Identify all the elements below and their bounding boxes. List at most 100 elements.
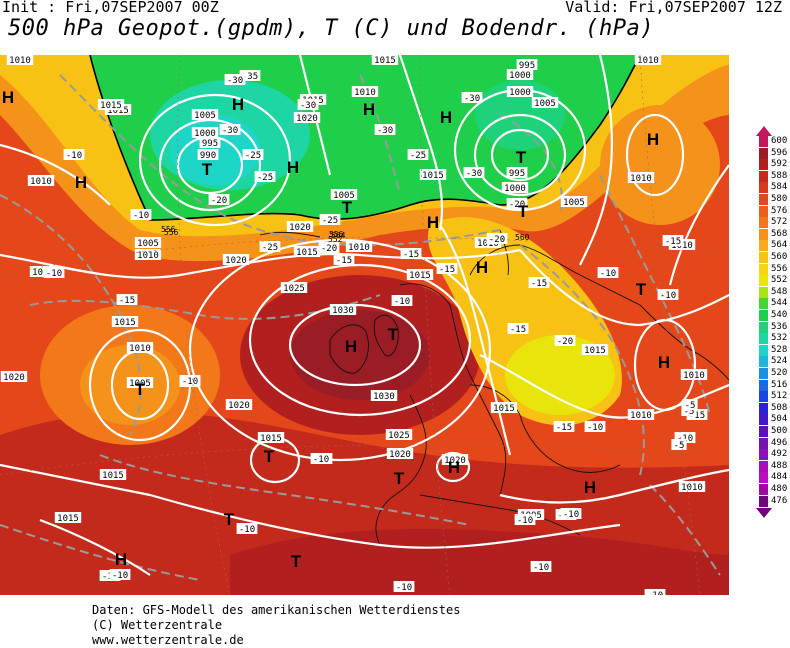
legend-label: 524 bbox=[771, 356, 788, 367]
legend-label: 484 bbox=[771, 472, 788, 483]
isobar-label: 1005 bbox=[330, 189, 358, 201]
legend-swatch bbox=[759, 298, 768, 310]
footer-website: www.wetterzentrale.de bbox=[92, 633, 244, 647]
svg-text:1010: 1010 bbox=[681, 483, 703, 493]
svg-text:-35: -35 bbox=[242, 72, 258, 82]
low-pressure-center: T bbox=[388, 325, 399, 344]
svg-text:995: 995 bbox=[202, 139, 218, 149]
isotherm-label: -10 bbox=[560, 508, 582, 520]
isobar-label: 1020 bbox=[293, 112, 321, 124]
isobar-label: 1020 bbox=[225, 399, 253, 411]
svg-text:1015: 1015 bbox=[107, 106, 129, 116]
isobar-label: 1030 bbox=[370, 390, 398, 402]
svg-text:1020: 1020 bbox=[225, 256, 247, 266]
isotherm-label: -10 bbox=[393, 581, 415, 593]
valid-time: Valid: Fri,07SEP2007 12Z bbox=[565, 0, 782, 16]
isotherm-label: -15 bbox=[553, 421, 575, 433]
svg-text:-20: -20 bbox=[489, 235, 505, 245]
svg-text:1010: 1010 bbox=[30, 177, 52, 187]
svg-text:-15: -15 bbox=[403, 250, 419, 260]
legend-label: 560 bbox=[771, 252, 788, 262]
svg-text:1030: 1030 bbox=[332, 306, 354, 316]
isotherm-label: -30 bbox=[224, 74, 246, 86]
isotherm-label: -25 bbox=[259, 241, 281, 253]
legend-label: 564 bbox=[771, 240, 788, 251]
geopotential-label: 552 bbox=[328, 235, 343, 244]
legend-swatch bbox=[759, 321, 768, 333]
isotherm-label: -30 bbox=[297, 99, 319, 111]
legend-swatch bbox=[759, 449, 768, 461]
svg-text:1015: 1015 bbox=[374, 56, 396, 66]
svg-text:-15: -15 bbox=[531, 279, 547, 289]
svg-text:-15: -15 bbox=[336, 256, 352, 266]
legend-label: 588 bbox=[771, 170, 788, 181]
high-pressure-center: H bbox=[658, 353, 670, 372]
legend-swatch bbox=[759, 170, 768, 182]
svg-text:-30: -30 bbox=[377, 126, 393, 136]
weather-map[interactable]: 1010101510051000995990101510201010101599… bbox=[0, 55, 729, 595]
legend-label: 476 bbox=[771, 495, 788, 506]
svg-text:-10: -10 bbox=[533, 563, 549, 573]
isobar-label: 1015 bbox=[97, 99, 125, 111]
low-pressure-center: T bbox=[135, 380, 146, 399]
legend-swatch bbox=[759, 379, 768, 391]
low-pressure-center: T bbox=[636, 280, 647, 299]
svg-text:-10: -10 bbox=[133, 211, 149, 221]
isobar-label: 1020 bbox=[0, 371, 28, 383]
svg-text:1005: 1005 bbox=[563, 198, 585, 208]
isotherm-label: -10 bbox=[310, 453, 332, 465]
isobar-label: 995 bbox=[506, 167, 528, 179]
svg-text:1010: 1010 bbox=[683, 371, 705, 381]
isobar-label: 1005 bbox=[191, 109, 219, 121]
svg-text:-25: -25 bbox=[410, 151, 426, 161]
isobar-label: 1015 bbox=[54, 512, 82, 524]
svg-text:-25: -25 bbox=[262, 243, 278, 253]
svg-text:-30: -30 bbox=[300, 101, 316, 111]
isotherm-label: -20 bbox=[486, 233, 508, 245]
legend-label: 548 bbox=[771, 286, 788, 297]
high-pressure-center: H bbox=[584, 478, 596, 497]
svg-text:1015: 1015 bbox=[102, 471, 124, 481]
legend-swatch bbox=[759, 495, 768, 507]
svg-text:1030: 1030 bbox=[373, 392, 395, 402]
svg-text:-20: -20 bbox=[557, 337, 573, 347]
legend-label: 556 bbox=[771, 263, 788, 274]
legend-label: 576 bbox=[771, 205, 788, 216]
svg-text:1010: 1010 bbox=[137, 251, 159, 261]
isotherm-label: -25 bbox=[319, 214, 341, 226]
isotherm-label: -10 bbox=[63, 149, 85, 161]
isotherm-label: -15 bbox=[686, 409, 708, 421]
graticule bbox=[0, 55, 729, 595]
isobar-label: 1010 bbox=[680, 369, 708, 381]
svg-text:-10: -10 bbox=[587, 423, 603, 433]
svg-text:-10: -10 bbox=[313, 455, 329, 465]
init-time: Init : Fri,07SEP2007 00Z bbox=[2, 0, 219, 16]
svg-text:1005: 1005 bbox=[194, 111, 216, 121]
svg-text:-15: -15 bbox=[689, 411, 705, 421]
legend-label: 508 bbox=[771, 402, 788, 413]
svg-text:1020: 1020 bbox=[389, 450, 411, 460]
isotherm-label: -10 bbox=[179, 375, 201, 387]
high-pressure-center: H bbox=[363, 100, 375, 119]
legend-swatch bbox=[759, 402, 768, 414]
isotherm-label: -30 bbox=[463, 167, 485, 179]
high-pressure-center: H bbox=[287, 158, 299, 177]
svg-text:1020: 1020 bbox=[444, 456, 466, 466]
legend-swatch bbox=[759, 310, 768, 321]
isotherm-label: -10 bbox=[644, 589, 666, 595]
isobar-label: 1030 bbox=[329, 304, 357, 316]
legend-swatch bbox=[759, 136, 768, 147]
isobar-label: 1010 bbox=[126, 342, 154, 354]
isobar-label: 1005 bbox=[560, 196, 588, 208]
isobar-label: 1000 bbox=[191, 127, 219, 139]
svg-text:1015: 1015 bbox=[114, 318, 136, 328]
svg-text:1020: 1020 bbox=[289, 223, 311, 233]
low-pressure-center: T bbox=[264, 447, 275, 466]
isotherm-label: -10 bbox=[584, 421, 606, 433]
isobar-label: 990 bbox=[197, 149, 219, 161]
svg-text:1020: 1020 bbox=[3, 373, 25, 383]
svg-text:-25: -25 bbox=[245, 151, 261, 161]
low-pressure-center: T bbox=[342, 198, 353, 217]
svg-text:1010: 1010 bbox=[637, 56, 659, 66]
svg-text:-25: -25 bbox=[322, 216, 338, 226]
